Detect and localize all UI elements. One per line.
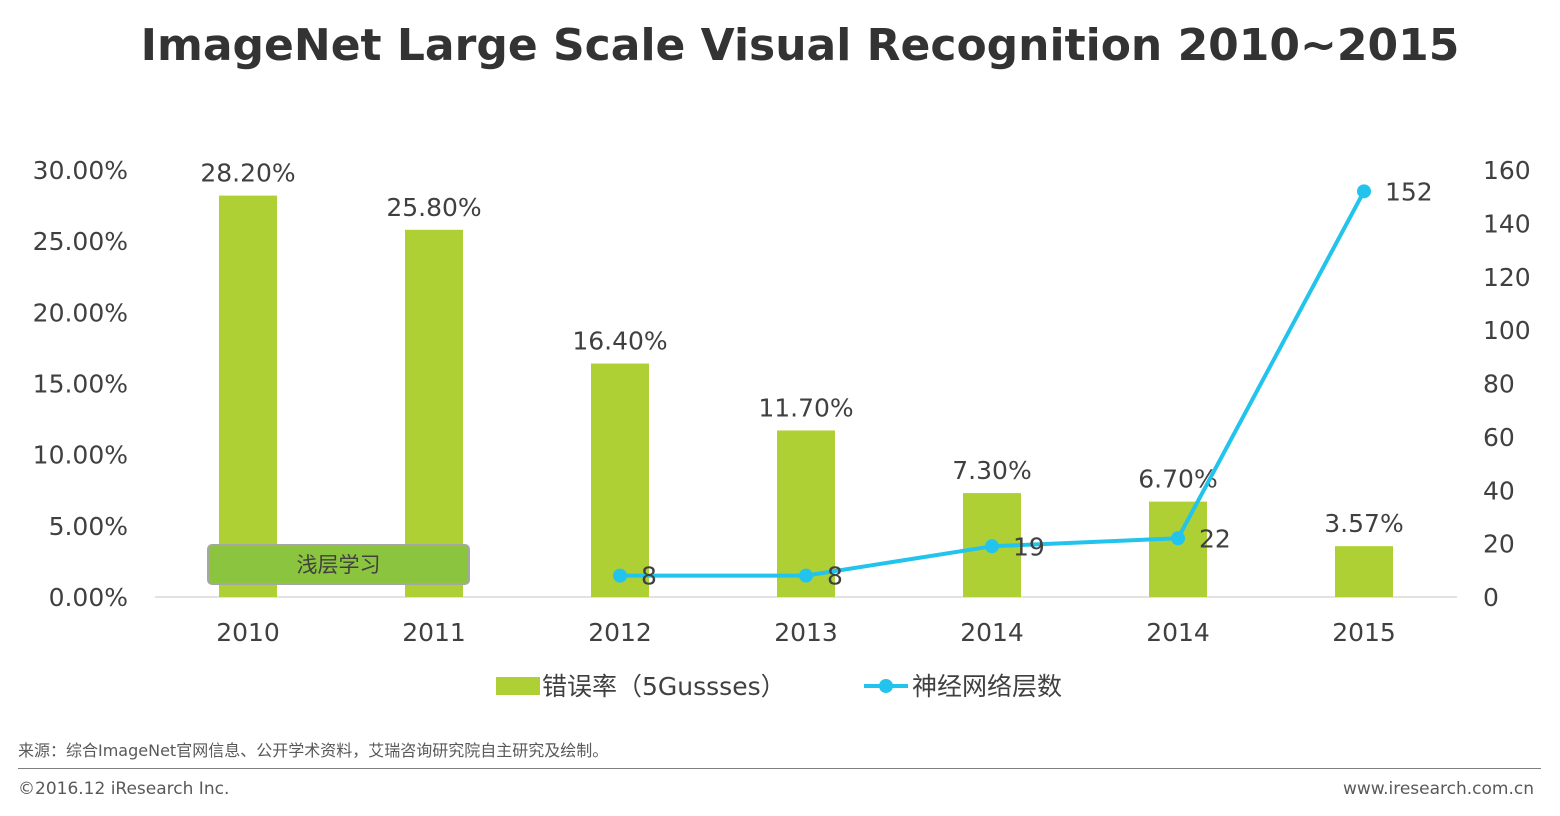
line-point <box>985 539 999 554</box>
y-right-tick-label: 40 <box>1483 476 1515 505</box>
x-tick-label: 2011 <box>402 618 466 647</box>
y-right-tick-label: 20 <box>1483 530 1515 559</box>
y-right-tick-label: 60 <box>1483 423 1515 452</box>
line-point <box>799 568 813 583</box>
line-data-label: 19 <box>1013 532 1045 561</box>
bar-data-label: 16.40% <box>572 327 667 356</box>
x-tick-label: 2012 <box>588 618 652 647</box>
bar <box>405 229 463 597</box>
bar-data-label: 3.57% <box>1324 509 1403 538</box>
y-right-tick-label: 120 <box>1483 263 1531 292</box>
chart-title: ImageNet Large Scale Visual Recognition … <box>140 20 1460 71</box>
bar-data-label: 11.70% <box>758 393 853 422</box>
y-left-tick-label: 30.00% <box>33 156 128 185</box>
y-left-tick-label: 15.00% <box>33 370 128 399</box>
line-data-label: 8 <box>827 562 843 591</box>
y-right-tick-label: 80 <box>1483 370 1515 399</box>
line-data-label: 22 <box>1199 524 1231 553</box>
y-right-tick-label: 160 <box>1483 156 1531 185</box>
x-tick-label: 2014 <box>960 618 1024 647</box>
bar-data-label: 7.30% <box>952 456 1031 485</box>
bar <box>1149 501 1207 597</box>
line-data-label: 8 <box>641 562 657 591</box>
chart-area: 0.00% 5.00% 10.00% 15.00% 20.00% 25.00% 30.00%… <box>33 156 1531 701</box>
y-left-tick-label: 0.00% <box>49 583 128 612</box>
legend-bar-swatch <box>496 677 540 695</box>
line-point <box>613 568 627 583</box>
annotation-label: 浅层学习 <box>297 553 381 577</box>
legend-line-label: 神经网络层数 <box>912 672 1062 701</box>
line-point <box>1171 531 1185 546</box>
y-left-tick-label: 5.00% <box>49 512 128 541</box>
y-left-tick-label: 20.00% <box>33 298 128 327</box>
y-right-tick-label: 0 <box>1483 583 1499 612</box>
website-link[interactable]: www.iresearch.com.cn <box>1342 779 1534 799</box>
copyright: ©2016.12 iResearch Inc. <box>18 779 230 799</box>
line-data-label: 152 <box>1385 177 1433 206</box>
source-note: 来源：综合ImageNet官网信息、公开学术资料，艾瑞咨询研究院自主研究及绘制。 <box>18 741 609 760</box>
y-left-tick-label: 25.00% <box>33 227 128 256</box>
bar-data-label: 28.20% <box>200 159 295 188</box>
annotation-box <box>207 544 470 585</box>
bar <box>219 195 277 597</box>
legend-line-marker <box>879 679 893 693</box>
bar <box>591 363 649 597</box>
y-right-tick-label: 140 <box>1483 209 1531 238</box>
x-tick-label: 2014 <box>1146 618 1210 647</box>
legend-bar-label: 错误率（5Gussses） <box>542 672 786 701</box>
bar-data-label: 25.80% <box>386 193 481 222</box>
x-tick-label: 2013 <box>774 618 838 647</box>
line-point <box>1357 184 1371 199</box>
footer-divider <box>18 768 1541 769</box>
x-tick-label: 2015 <box>1332 618 1396 647</box>
y-right-tick-label: 100 <box>1483 316 1531 345</box>
y-left-tick-label: 10.00% <box>33 441 128 470</box>
x-tick-label: 2010 <box>216 618 280 647</box>
bar <box>1335 546 1393 597</box>
